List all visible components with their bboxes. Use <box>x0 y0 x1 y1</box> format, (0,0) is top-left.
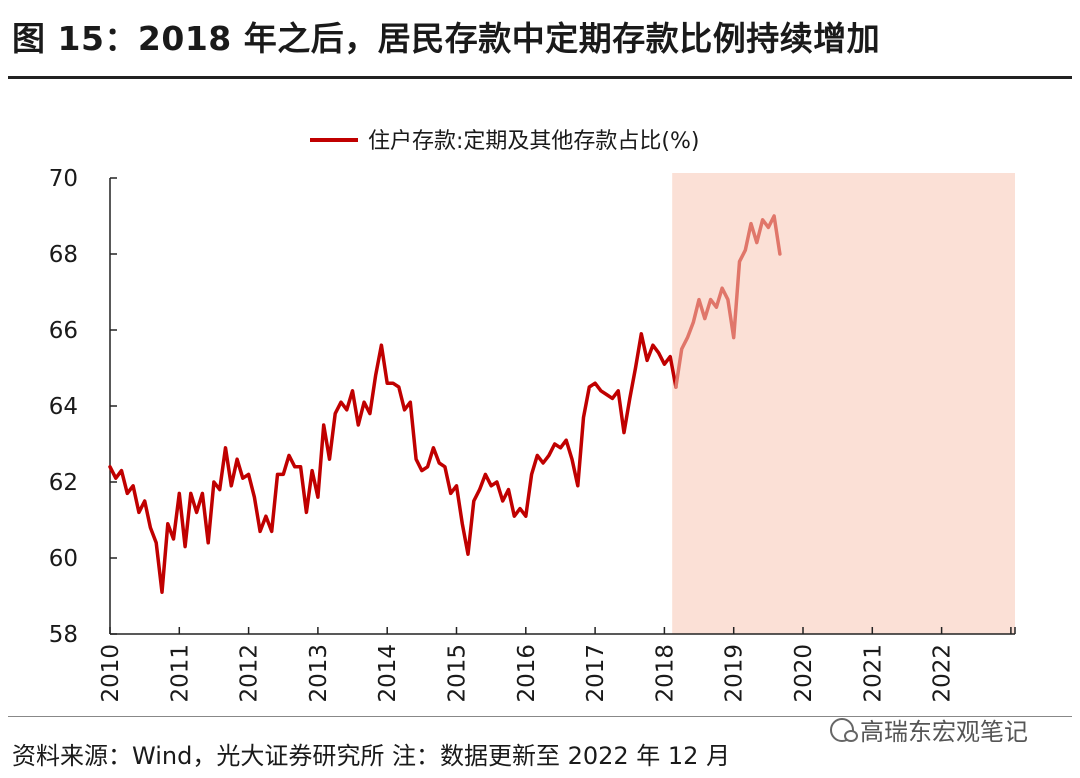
x-tick-label: 2017 <box>583 644 609 703</box>
x-tick-label: 2019 <box>722 644 748 703</box>
x-tick-label: 2011 <box>167 644 193 703</box>
source-note: 资料来源：Wind，光大证券研究所 注：数据更新至 2022 年 12 月 <box>12 742 731 770</box>
y-tick-label: 62 <box>49 470 78 496</box>
x-tick-label: 2021 <box>860 644 886 703</box>
series-line-pre-2018 <box>108 332 678 594</box>
x-tick-label: 2012 <box>237 644 263 703</box>
y-tick-label: 66 <box>49 318 78 344</box>
highlight-region <box>672 173 1015 634</box>
y-tick-label: 64 <box>49 394 78 420</box>
x-tick-label: 2022 <box>930 644 956 703</box>
x-tick-label: 2013 <box>306 644 332 703</box>
x-tick-label: 2018 <box>652 644 678 703</box>
y-tick-label: 60 <box>49 546 78 572</box>
series-line-post-2018 <box>674 214 782 389</box>
series-line-group <box>108 214 782 594</box>
watermark: 高瑞东宏观笔记 <box>830 712 1028 747</box>
x-tick-label: 2016 <box>514 644 540 703</box>
watermark-text: 高瑞东宏观笔记 <box>860 718 1028 746</box>
x-tick-label: 2010 <box>98 644 124 703</box>
chart-legend: 住户存款:定期及其他存款占比(%) <box>310 129 699 154</box>
x-tick-label: 2020 <box>791 644 817 703</box>
footer-divider <box>8 716 1072 717</box>
y-tick-label: 58 <box>49 622 78 648</box>
title-divider <box>8 76 1072 79</box>
legend-label: 住户存款:定期及其他存款占比(%) <box>368 129 699 154</box>
x-tick-label: 2015 <box>445 644 471 703</box>
x-tick-label: 2014 <box>375 644 401 703</box>
y-tick-label: 70 <box>49 166 78 192</box>
y-tick-label: 68 <box>49 242 78 268</box>
figure-title: 图 15：2018 年之后，居民存款中定期存款比例持续增加 <box>12 19 881 58</box>
wechat-icon <box>830 717 858 742</box>
chart-axes: 58 60 62 64 66 68 70 2010 2011 2012 2013 2014 2015 20… <box>49 166 1016 703</box>
